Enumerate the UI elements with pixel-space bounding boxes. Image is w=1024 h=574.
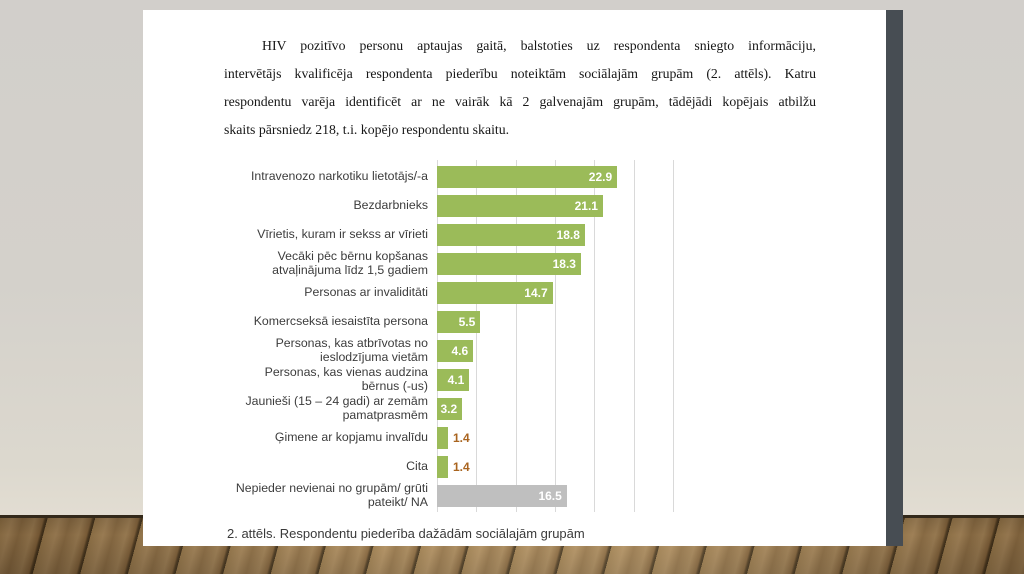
bar: 14.7 (437, 281, 553, 304)
value-label: 16.5 (538, 488, 562, 503)
bar: 22.9 (437, 165, 618, 188)
chart-row: Vīrietis, kuram ir sekss ar vīrieti 18.8 (227, 220, 727, 249)
bar: 21.1 (437, 194, 603, 217)
category-label: Personas ar invaliditāti (304, 284, 428, 299)
category-label: Vecāki pēc bērnu kopšanas atvaļinājuma l… (272, 249, 428, 277)
bar-track: 3.2 (437, 397, 689, 420)
gridline (437, 160, 438, 512)
bar-track: 22.9 (437, 165, 689, 188)
chart-grid (437, 160, 674, 512)
category-label: Personas, kas vienas audzina bērnus (-us… (264, 365, 428, 393)
slide-page: HIV pozitīvo personu aptaujas gaitā, bal… (143, 10, 886, 546)
figure-caption: 2. attēls. Respondentu piederība dažādām… (227, 526, 585, 541)
category-label: Intravenozo narkotiku lietotājs/-a (250, 168, 428, 183)
bar: 16.5 (437, 484, 567, 507)
value-label: 1.4 (453, 459, 470, 474)
value-label: 14.7 (524, 285, 548, 300)
bar-track: 1.4 (437, 426, 689, 449)
bar-track: 18.3 (437, 252, 689, 275)
value-label: 18.8 (556, 227, 580, 242)
gridline (673, 160, 674, 512)
value-label: 4.6 (451, 343, 469, 358)
bar: 18.8 (437, 223, 585, 246)
paragraph-line: intervētājs kvalificēja respondenta pied… (224, 66, 816, 81)
value-label: 1.4 (453, 430, 470, 445)
gridline (515, 160, 517, 512)
paragraph-line: skaits pārsniedz 218, t.i. kopējo respon… (224, 122, 510, 137)
gridline (555, 160, 556, 512)
bar-track: 21.1 (437, 194, 689, 217)
paragraph-line: HIV pozitīvo personu aptaujas gaitā, bal… (262, 38, 816, 53)
chart-row: Bezdarbnieks 21.1 (227, 191, 727, 220)
value-label: 22.9 (588, 169, 613, 184)
chart-row: Ģimene ar kopjamu invalīdu 1.4 (227, 423, 727, 452)
value-label: 4.1 (447, 372, 465, 387)
chart-row: Komercseksā iesaistīta persona 5.5 (227, 307, 727, 336)
bar: 5.5 (437, 310, 481, 333)
chart-row: Personas, kas vienas audzina bērnus (-us… (227, 365, 727, 394)
category-label: Bezdarbnieks (353, 197, 428, 212)
chart-row: Jaunieši (15 – 24 gadi) ar zemām pamatpr… (227, 394, 727, 423)
chart-row: Intravenozo narkotiku lietotājs/-a 22.9 (227, 162, 727, 191)
bar-track: 1.4 (437, 455, 689, 478)
category-label: Cita (406, 458, 428, 473)
page-shadow (886, 10, 903, 546)
value-label: 18.3 (552, 256, 576, 271)
bar-track: 16.5 (437, 484, 689, 507)
gridline (594, 160, 596, 512)
bar: 4.1 (437, 368, 470, 391)
chart-row: Personas, kas atbrīvotas no ieslodzījuma… (227, 336, 727, 365)
category-label: Ģimene ar kopjamu invalīdu (274, 429, 428, 444)
category-label: Personas, kas atbrīvotas no ieslodzījuma… (275, 336, 428, 364)
value-label: 5.5 (458, 314, 476, 329)
category-label: Nepieder nevienai no grupām/ grūti patei… (235, 481, 428, 509)
chart-row: Personas ar invaliditāti 14.7 (227, 278, 727, 307)
bar-track: 4.6 (437, 339, 689, 362)
chart-rows: Intravenozo narkotiku lietotājs/-a 22.9 Be… (227, 162, 727, 510)
bar: 4.6 (437, 339, 474, 362)
gridline (476, 160, 478, 512)
bar-chart: Intravenozo narkotiku lietotājs/-a 22.9 Be… (227, 160, 727, 512)
chart-row: Vecāki pēc bērnu kopšanas atvaļinājuma l… (227, 249, 727, 278)
chart-row: Nepieder nevienai no grupām/ grūti patei… (227, 481, 727, 510)
gridline (633, 160, 635, 512)
bar (437, 426, 448, 449)
bar-track: 4.1 (437, 368, 689, 391)
bar (437, 455, 448, 478)
category-label: Vīrietis, kuram ir sekss ar vīrieti (257, 226, 428, 241)
bar-track: 5.5 (437, 310, 689, 333)
paragraph-line: respondentu varēja identificēt ar ne vai… (224, 94, 816, 109)
bar-track: 18.8 (437, 223, 689, 246)
bar: 3.2 (437, 397, 463, 420)
intro-paragraph: HIV pozitīvo personu aptaujas gaitā, bal… (224, 32, 816, 144)
category-label: Jaunieši (15 – 24 gadi) ar zemām pamatpr… (245, 394, 429, 422)
bar: 18.3 (437, 252, 581, 275)
category-label: Komercseksā iesaistīta persona (253, 313, 428, 328)
value-label: 3.2 (440, 401, 458, 416)
chart-row: Cita 1.4 (227, 452, 727, 481)
value-label: 21.1 (574, 198, 598, 213)
bar-track: 14.7 (437, 281, 689, 304)
